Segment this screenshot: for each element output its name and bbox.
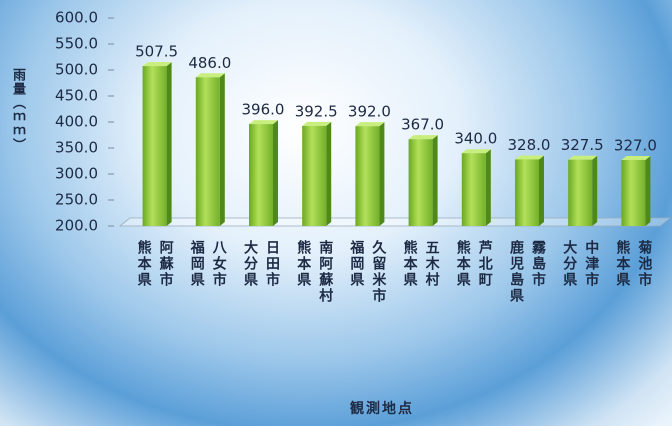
value-label: 486.0	[188, 54, 231, 72]
bar	[142, 66, 167, 226]
bar	[408, 139, 433, 226]
bar-side	[645, 155, 651, 226]
y-tick-label: 350.0	[55, 139, 98, 157]
bar-side	[379, 122, 385, 226]
bar-side	[219, 73, 225, 226]
x-tick-label: 熊本県 南阿蘇村	[295, 240, 334, 304]
bar-top	[142, 62, 172, 67]
y-axis-label: 雨量（ｍｍ）	[10, 68, 25, 152]
bar	[355, 126, 380, 226]
bar-side	[326, 121, 332, 226]
value-label: 367.0	[401, 116, 444, 134]
y-tick-label: 600.0	[55, 9, 98, 27]
value-label: 327.5	[561, 136, 604, 154]
bar-top	[515, 155, 544, 160]
y-tick-label: 400.0	[55, 113, 98, 131]
value-label: 328.0	[508, 136, 551, 154]
x-tick-label: 福岡県 八女市	[188, 240, 227, 288]
bar-side	[166, 62, 172, 226]
bar	[515, 159, 539, 226]
x-tick-label: 熊本県 五木村	[401, 240, 440, 288]
y-tick-label: 500.0	[55, 61, 98, 79]
y-tick-label: 450.0	[55, 87, 98, 105]
x-tick-label: 熊本県 芦北町	[454, 240, 493, 288]
x-tick-label: 鹿児島県 霧島市	[508, 240, 546, 304]
bar	[302, 125, 327, 226]
bar	[249, 124, 273, 226]
x-tick-label: 熊本県 阿蘇市	[135, 240, 174, 288]
bar	[621, 159, 646, 226]
bar-top	[621, 155, 651, 160]
bar-top	[355, 122, 385, 127]
bar	[195, 77, 220, 226]
value-label: 396.0	[242, 101, 285, 119]
x-tick-label: 大分県 中津市	[561, 240, 600, 288]
bar-top	[249, 120, 278, 125]
bar	[461, 153, 486, 226]
bar-side	[539, 155, 544, 226]
value-label: 327.0	[614, 136, 657, 154]
x-tick-label: 大分県 日田市	[242, 240, 280, 288]
bar-side	[485, 149, 491, 226]
bar-top	[302, 121, 332, 126]
y-tick-label: 250.0	[55, 191, 98, 209]
bar	[568, 159, 593, 226]
value-label: 392.0	[348, 103, 391, 121]
y-tick-label: 300.0	[55, 165, 98, 183]
x-axis-label: 観測地点	[350, 401, 414, 417]
bar-side	[432, 135, 438, 226]
bar-top	[461, 149, 491, 154]
value-label: 507.5	[135, 43, 178, 61]
bar-top	[408, 135, 438, 140]
y-tick-label: 200.0	[55, 217, 98, 235]
bar-top	[195, 73, 225, 78]
bar-side	[592, 155, 598, 226]
value-label: 340.0	[454, 130, 497, 148]
bar-top	[568, 155, 598, 160]
x-tick-label: 熊本県 菊池市	[614, 240, 653, 288]
bar-side	[273, 120, 278, 226]
value-label: 392.5	[295, 102, 338, 120]
y-tick-label: 550.0	[55, 35, 98, 53]
x-tick-label: 福岡県 久留米市	[348, 240, 387, 304]
